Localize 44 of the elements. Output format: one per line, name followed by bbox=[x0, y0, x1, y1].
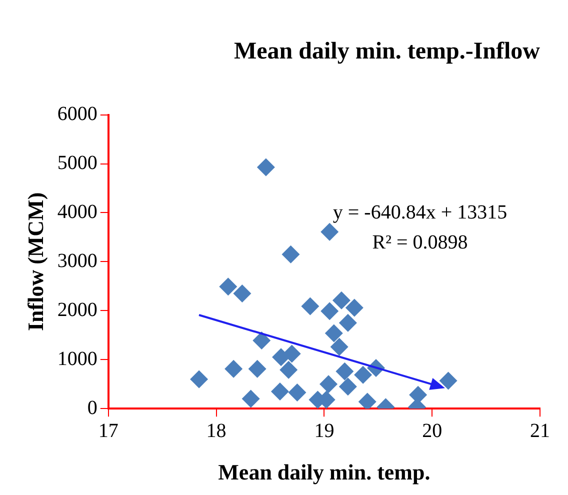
x-tick-label: 17 bbox=[98, 420, 118, 442]
point bbox=[233, 284, 252, 303]
chart-title: Mean daily min. temp.-Inflow bbox=[234, 38, 541, 65]
point bbox=[190, 370, 208, 388]
point bbox=[248, 360, 266, 378]
point bbox=[256, 158, 275, 176]
y-tick-label: 4000 bbox=[57, 200, 98, 223]
y-tick-label: 2000 bbox=[57, 298, 98, 321]
x-tick-label: 20 bbox=[422, 420, 442, 442]
point bbox=[270, 382, 289, 400]
point bbox=[320, 302, 339, 320]
x-tick-label: 18 bbox=[206, 420, 226, 442]
point bbox=[354, 366, 372, 384]
point bbox=[219, 278, 238, 296]
point bbox=[282, 245, 300, 264]
point bbox=[320, 375, 338, 394]
y-tick-label: 6000 bbox=[57, 103, 98, 126]
x-tick-label: 21 bbox=[530, 420, 550, 442]
x-axis-title: Mean daily min. temp. bbox=[218, 459, 430, 484]
point bbox=[332, 291, 350, 310]
x-tick-label: 19 bbox=[314, 420, 334, 442]
point bbox=[252, 332, 271, 350]
annotation: R² = 0.0898 bbox=[372, 231, 468, 254]
point bbox=[338, 314, 357, 332]
point bbox=[242, 390, 260, 408]
point bbox=[358, 392, 376, 409]
point bbox=[330, 338, 348, 356]
y-tick-label: 3000 bbox=[57, 250, 98, 272]
point bbox=[345, 298, 364, 317]
y-tick-label: 5000 bbox=[57, 152, 98, 174]
point bbox=[288, 383, 306, 402]
point bbox=[439, 372, 458, 390]
point bbox=[280, 360, 298, 379]
point bbox=[338, 378, 357, 396]
point bbox=[282, 344, 301, 363]
y-tick-label: 1000 bbox=[57, 348, 98, 370]
point bbox=[301, 297, 320, 316]
annotation: y = -640.84x + 13315 bbox=[332, 201, 508, 224]
point bbox=[324, 324, 343, 342]
point bbox=[320, 222, 339, 241]
point bbox=[224, 360, 243, 378]
y-tick-label: 0 bbox=[87, 396, 98, 419]
y-axis-title: Inflow (MCM) bbox=[22, 192, 48, 332]
point bbox=[336, 362, 354, 380]
